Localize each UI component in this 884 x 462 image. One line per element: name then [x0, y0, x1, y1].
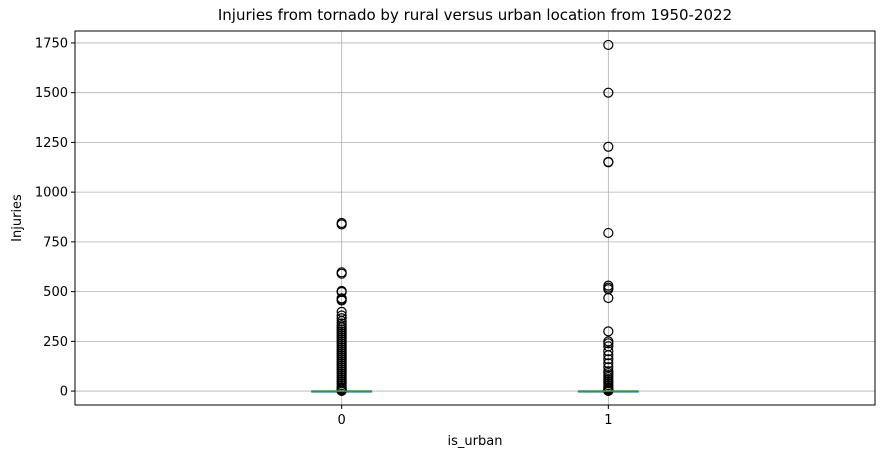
outlier-point — [603, 141, 614, 152]
outlier-point — [603, 87, 614, 98]
chart-title: Injuries from tornado by rural versus ur… — [218, 6, 732, 24]
y-tick-label: 250 — [43, 335, 68, 350]
y-axis-label: Injuries — [10, 194, 25, 242]
x-tick-label: 0 — [338, 413, 346, 428]
x-tick-label: 1 — [604, 413, 612, 428]
grid-lines — [75, 31, 875, 405]
y-tick-label: 500 — [43, 285, 68, 300]
x-axis-label: is_urban — [448, 434, 503, 449]
box-1 — [577, 39, 639, 396]
box-0 — [311, 217, 373, 396]
outlier-point — [336, 310, 347, 321]
y-tick-label: 1000 — [35, 186, 68, 201]
outlier-point — [336, 219, 347, 230]
outlier-point — [603, 157, 614, 168]
outlier-point — [603, 338, 614, 349]
y-tick-label: 750 — [43, 235, 68, 250]
outlier-point — [603, 354, 614, 365]
y-tick-label: 1750 — [35, 36, 68, 51]
outlier-point — [603, 292, 614, 304]
y-tick-label: 1500 — [35, 86, 68, 101]
outlier-point — [603, 350, 614, 361]
y-axis-ticks: 0 250 500 750 1000 1250 1500 1750 — [35, 36, 75, 400]
outlier-point — [336, 268, 347, 279]
outlier-point — [336, 295, 347, 306]
plot-frame — [74, 30, 876, 406]
boxes — [311, 39, 639, 396]
outlier-point — [603, 39, 614, 51]
outlier-point — [603, 362, 614, 373]
outlier-point — [603, 326, 614, 337]
outlier-point — [603, 227, 614, 239]
outlier-point — [603, 346, 614, 357]
y-tick-label: 0 — [60, 385, 68, 400]
y-tick-label: 1250 — [35, 136, 68, 151]
outlier-point — [603, 358, 614, 369]
